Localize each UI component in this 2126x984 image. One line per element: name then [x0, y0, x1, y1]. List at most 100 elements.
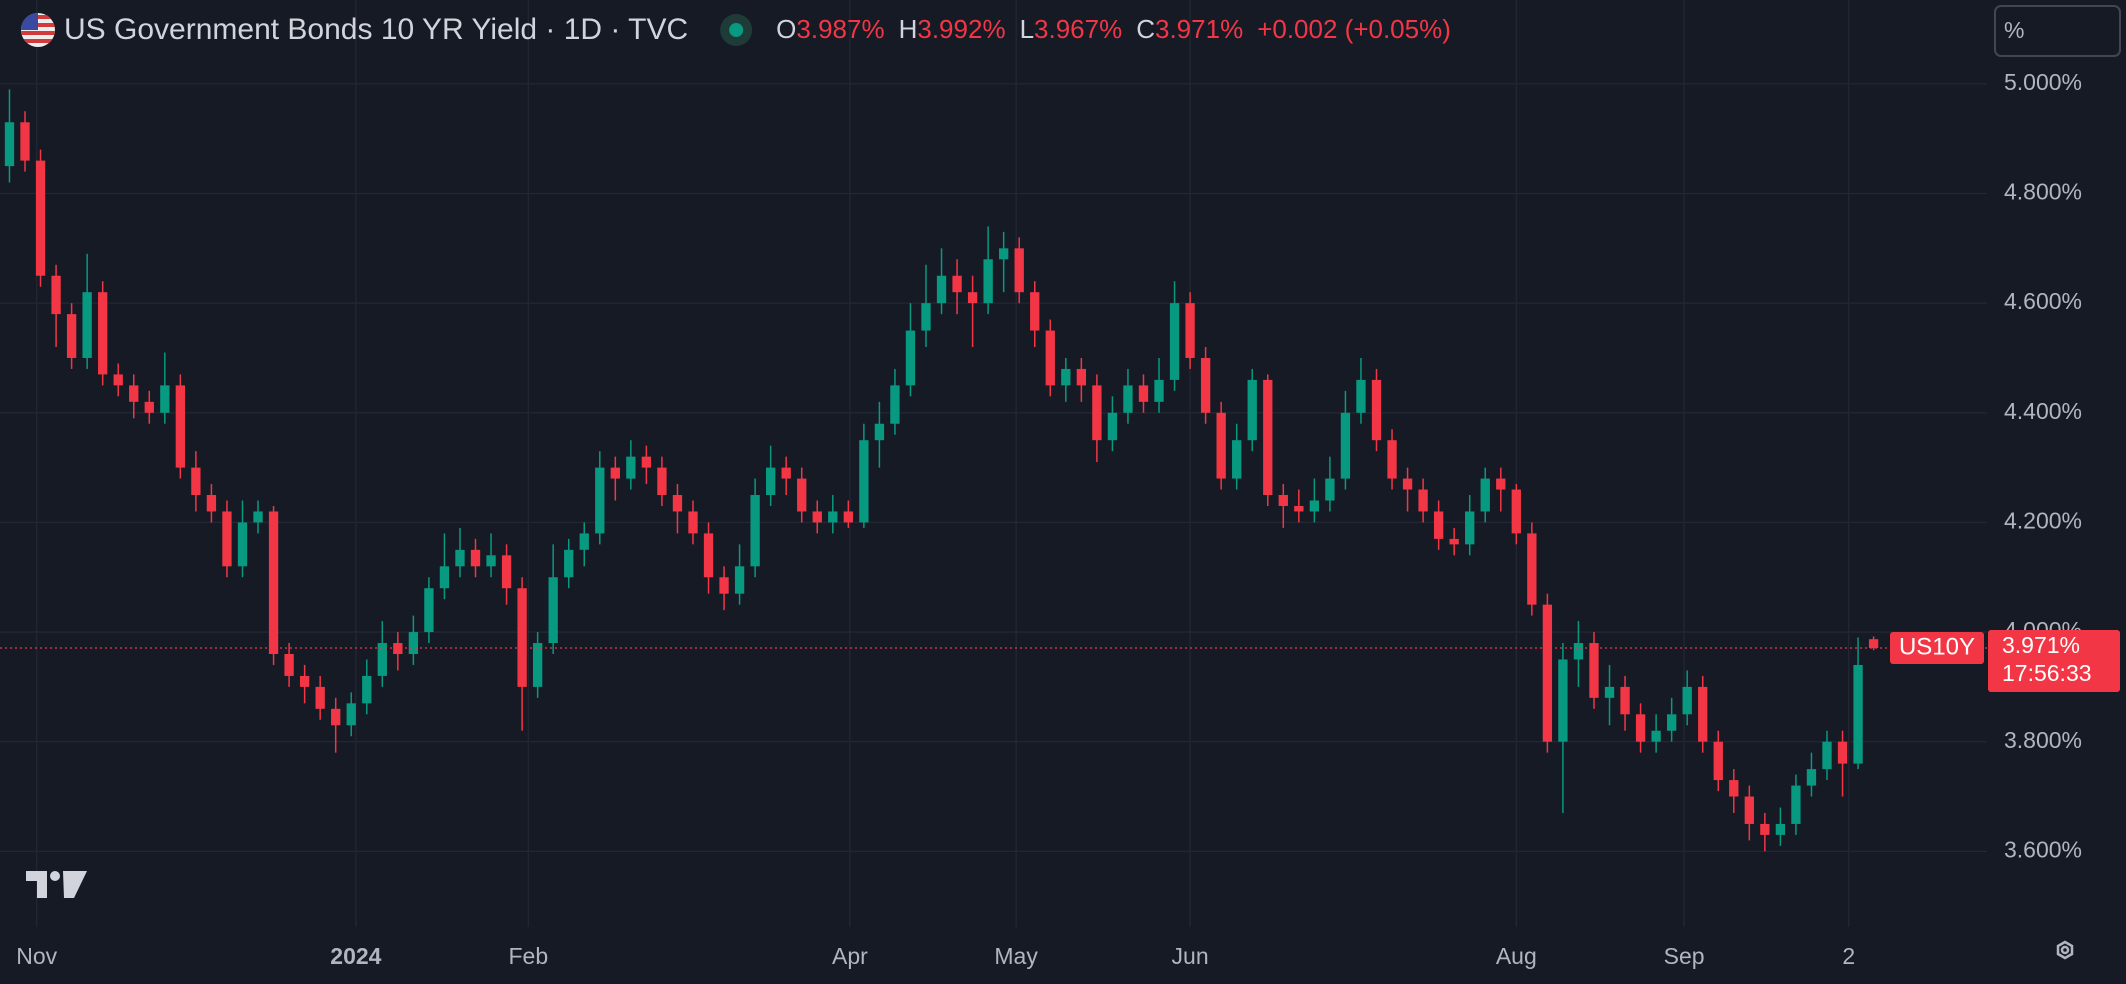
candle-body [253, 511, 263, 523]
candle-body [1837, 741, 1848, 764]
ohlc-value: 3.967% [1034, 14, 1122, 44]
x-tick-label: Feb [509, 943, 549, 969]
ohlc-value: 3.992% [917, 14, 1005, 44]
candle-body [455, 549, 465, 567]
candle-body [1309, 500, 1320, 512]
candle-body [175, 385, 186, 468]
candle-body [1387, 440, 1397, 479]
ohlc-key: O [776, 14, 796, 44]
overlay: 3.600%3.800%4.000%4.200%4.400%4.600%4.80… [0, 69, 2120, 969]
candle-body [377, 643, 387, 676]
candle-body [828, 511, 838, 523]
candle-body [1325, 478, 1335, 501]
candle-body [1511, 489, 1521, 534]
candle-body [703, 533, 714, 578]
candle-body [315, 686, 325, 709]
candle-body [1014, 248, 1024, 293]
settings-icon[interactable] [2056, 940, 2074, 960]
candle-body [1465, 511, 1475, 545]
candle-body [284, 653, 294, 676]
candle-body [222, 511, 232, 567]
x-tick-label: Sep [1664, 943, 1705, 969]
candle-body [362, 675, 372, 704]
candle-body [874, 423, 885, 441]
scale-button-label[interactable]: % [2004, 17, 2024, 43]
candle-body [1651, 730, 1661, 742]
candle-body [1138, 385, 1149, 402]
candle-body [750, 495, 760, 567]
candle-body [1123, 385, 1133, 413]
candle-body [1729, 780, 1739, 797]
candle-body [1620, 686, 1630, 715]
tv-logo [26, 871, 87, 898]
candle-body [517, 588, 527, 687]
candle-body [82, 292, 92, 358]
candle-body [1604, 686, 1615, 698]
candle-body [20, 122, 30, 161]
candle-body [1154, 379, 1164, 402]
x-tick-label: 2 [1842, 943, 1855, 969]
candle-body [1806, 769, 1817, 786]
candle-body [548, 577, 558, 644]
chart-title: US Government Bonds 10 YR Yield · 1D · T… [64, 13, 688, 46]
candle-body [564, 549, 574, 578]
candle-body [983, 259, 993, 304]
candle-body [113, 374, 123, 386]
y-tick-label: 5.000% [2004, 69, 2082, 95]
candle-body [1480, 478, 1490, 512]
candle-body [424, 588, 434, 633]
price-tag-label: 3.971% [2002, 632, 2080, 658]
candle-body [1216, 412, 1226, 479]
x-tick-label: Jun [1172, 943, 1209, 969]
flag-icon [21, 13, 55, 47]
ohlc-value: 3.987% [796, 14, 884, 44]
ohlc-value: 3.971% [1155, 14, 1243, 44]
candle-body [532, 643, 543, 687]
candle-body [1775, 823, 1786, 835]
candle-body [1496, 478, 1506, 490]
candle-body [1294, 505, 1304, 512]
candle-body [439, 566, 450, 589]
candle-body [936, 275, 947, 304]
candle-body [35, 160, 46, 276]
candle-body [641, 456, 652, 468]
change-label: +0.002 (+0.05%) [1257, 14, 1451, 44]
candle-body [1092, 385, 1102, 441]
candle-body [4, 122, 15, 167]
candle-body [1278, 495, 1288, 506]
candle-body [1433, 511, 1444, 539]
candle-body [331, 708, 341, 726]
candle-body [765, 467, 776, 496]
candle-body [657, 467, 667, 496]
countdown-label: 17:56:33 [2002, 660, 2092, 686]
candle-body [1169, 303, 1180, 380]
y-tick-label: 4.800% [2004, 179, 2082, 205]
candle-body [1589, 643, 1599, 698]
candle-body [1635, 714, 1646, 742]
candle-body [1527, 533, 1537, 605]
candle-body [1045, 330, 1055, 386]
candle-body [1200, 357, 1211, 413]
candle-body [1107, 412, 1118, 441]
candle-body [1076, 368, 1087, 386]
scale-button[interactable] [1994, 5, 2121, 57]
x-tick-label: Nov [16, 943, 57, 969]
candle-body [812, 511, 822, 523]
candle-body [1030, 292, 1040, 331]
candle-body [1558, 659, 1568, 742]
candle-body [1666, 714, 1677, 731]
candle-body [859, 440, 869, 523]
candle-body [1371, 379, 1382, 441]
candle-body [346, 703, 356, 726]
candle-body [1061, 368, 1071, 386]
candle-body [144, 401, 154, 413]
candle-body [486, 555, 496, 567]
candle-body [1868, 639, 1879, 648]
candle-body [1744, 796, 1754, 824]
candle-body [890, 385, 900, 424]
candle-body [129, 385, 139, 402]
ohlc-legend: O3.987% H3.992% L3.967% C3.971% +0.002 (+0.0… [776, 14, 1451, 44]
